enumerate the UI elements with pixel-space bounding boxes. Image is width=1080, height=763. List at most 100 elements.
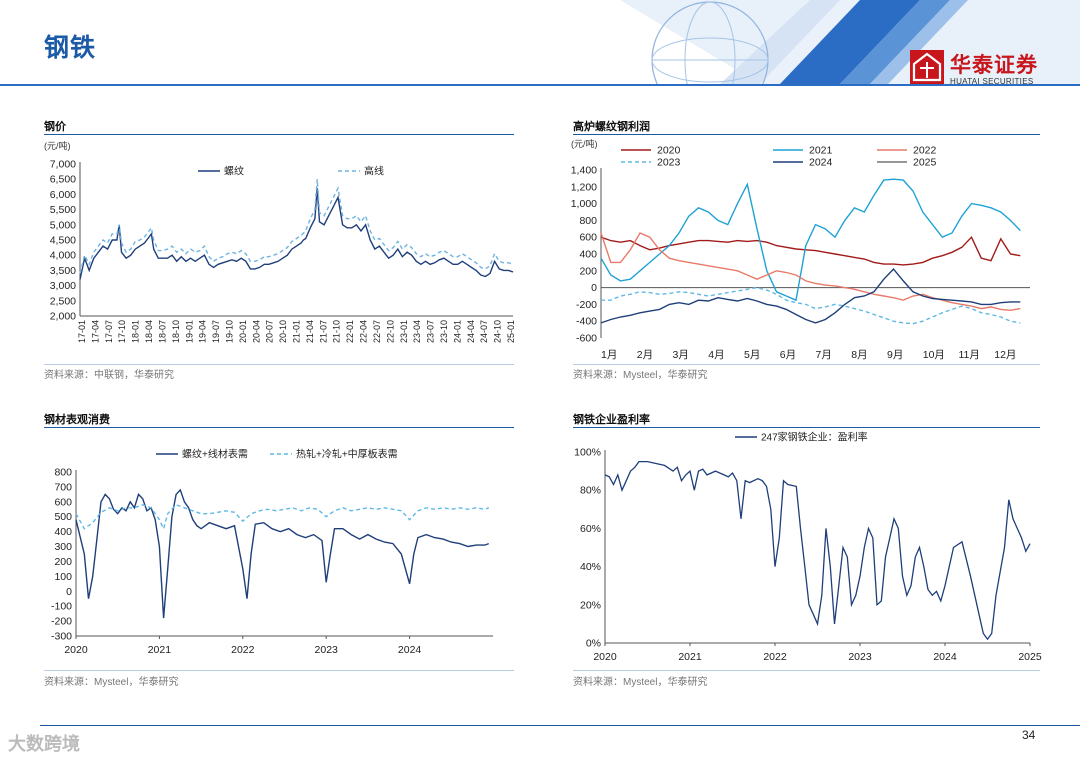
source-rule — [44, 670, 514, 671]
logo-subtext: HUATAI SECURITIES — [950, 77, 1034, 86]
x-tick-label: 9月 — [887, 349, 903, 361]
x-tick-label: 24-01 — [452, 320, 462, 343]
legend-label: 高线 — [364, 165, 384, 178]
y-tick-label: 4,000 — [50, 250, 76, 262]
x-tick-label: 3月 — [673, 349, 689, 361]
unit-label: (元/吨) — [571, 138, 598, 149]
x-tick-label: 23-10 — [439, 320, 449, 343]
x-tick-label: 17-01 — [77, 320, 87, 343]
footer-divider — [40, 725, 1080, 726]
x-tick-label: 19-04 — [198, 320, 208, 343]
x-tick-label: 17-07 — [104, 320, 114, 343]
x-tick-label: 22-07 — [372, 320, 382, 343]
series-line-0 — [79, 188, 514, 280]
x-tick-label: 2023 — [848, 651, 872, 663]
y-tick-label: 300 — [54, 541, 72, 553]
x-tick-label: 2021 — [678, 651, 702, 663]
y-tick-label: 100% — [574, 447, 601, 459]
legend-label: 热轧+冷轧+中厚板表需 — [296, 448, 398, 461]
panel-rule — [44, 134, 514, 135]
legend-label: 247家钢铁企业：盈利率 — [761, 431, 868, 444]
legend-label: 螺纹 — [224, 165, 244, 178]
y-tick-label: 40% — [580, 561, 601, 573]
series-line-0 — [75, 488, 490, 619]
panel-title-bf-rebar-profit: 高炉螺纹钢利润 — [573, 121, 650, 133]
y-tick-label: 80% — [580, 485, 601, 497]
legend-label: 2023 — [657, 157, 681, 169]
profitability-ratio-chart: 0% 20% 40% 60% 80% 100% 2020 2021 2022 2023 2024 20… — [574, 431, 1042, 664]
x-tick-label: 2022 — [231, 644, 255, 656]
page-title: 钢铁 — [44, 34, 97, 62]
x-tick-label: 23-04 — [412, 320, 422, 343]
y-tick-label: -400 — [576, 316, 597, 328]
y-tick-label: 60% — [580, 523, 601, 535]
x-tick-label: 18-01 — [131, 320, 141, 343]
y-tick-label: -600 — [576, 333, 597, 345]
x-tick-label: 20-04 — [251, 320, 261, 343]
y-tick-label: 2,500 — [50, 295, 76, 307]
y-tick-label: 7,000 — [50, 159, 76, 171]
x-tick-label: 25-01 — [506, 320, 516, 343]
source-note: 资料来源：中联钢，华泰研究 — [44, 370, 174, 381]
x-tick-label: 18-04 — [144, 320, 154, 343]
x-tick-label: 21-07 — [318, 320, 328, 343]
source-note: 资料来源：Mysteel，华泰研究 — [44, 677, 179, 688]
y-tick-label: 100 — [54, 571, 72, 583]
x-tick-label: 10月 — [923, 349, 945, 361]
y-tick-label: 600 — [54, 496, 72, 508]
y-tick-label: 2,000 — [50, 311, 76, 323]
x-tick-label: 2021 — [148, 644, 172, 656]
x-tick-label: 8月 — [851, 349, 867, 361]
y-tick-label: 500 — [54, 511, 72, 523]
x-tick-label: 24-07 — [479, 320, 489, 343]
panel-title-profitability-ratio: 钢铁企业盈利率 — [573, 414, 650, 426]
x-tick-label: 21-04 — [305, 320, 315, 343]
legend-label: 螺纹+线材表需 — [182, 448, 248, 461]
y-tick-label: 600 — [579, 232, 597, 244]
x-tick-label: 19-01 — [184, 320, 194, 343]
x-tick-label: 24-10 — [493, 320, 503, 343]
x-tick-label: 12月 — [994, 349, 1016, 361]
y-tick-label: 200 — [579, 265, 597, 277]
series-line-1 — [75, 503, 490, 531]
x-tick-label: 21-10 — [332, 320, 342, 343]
x-tick-label: 7月 — [816, 349, 832, 361]
y-tick-label: 800 — [579, 215, 597, 227]
y-tick-label: 0% — [586, 638, 601, 650]
y-tick-label: -300 — [51, 631, 72, 643]
y-tick-label: 5,500 — [50, 204, 76, 216]
globe-banner — [620, 0, 1080, 84]
source-note: 资料来源：Mysteel，华泰研究 — [573, 370, 708, 381]
y-tick-label: 400 — [54, 526, 72, 538]
legend-label: 2022 — [913, 145, 937, 157]
x-tick-label: 18-10 — [171, 320, 181, 343]
y-tick-label: 20% — [580, 599, 601, 611]
y-tick-label: 6,000 — [50, 189, 76, 201]
series-line-3 — [601, 286, 1021, 325]
x-tick-label: 21-01 — [292, 320, 302, 343]
y-tick-label: 0 — [591, 282, 597, 294]
steel-price-chart: (元/吨) 2,000 2,500 3,000 3,500 4,000 4,500 5,000… — [44, 140, 516, 343]
x-tick-label: 6月 — [780, 349, 796, 361]
x-tick-label: 18-07 — [157, 320, 167, 343]
series-line-0 — [604, 460, 1031, 641]
source-rule — [573, 364, 1040, 365]
panel-rule — [44, 427, 514, 428]
page-number: 34 — [1022, 728, 1036, 742]
y-tick-label: 3,500 — [50, 265, 76, 277]
x-tick-label: 20-10 — [278, 320, 288, 343]
x-tick-label: 4月 — [708, 349, 724, 361]
watermark: 大数跨境 — [8, 734, 80, 754]
series-line-2 — [600, 232, 1021, 312]
bf-rebar-profit-chart: (元/吨) -600 -400 -200 0 200 400 600 800 1,000 1,200… — [571, 138, 1030, 361]
x-tick-label: 2020 — [64, 644, 88, 656]
legend-label: 2020 — [657, 145, 681, 157]
series-line-0 — [600, 235, 1021, 266]
y-tick-label: 6,500 — [50, 174, 76, 186]
unit-label: (元/吨) — [44, 140, 71, 151]
series-line-1 — [600, 178, 1021, 302]
y-tick-label: 1,200 — [571, 181, 597, 193]
apparent-consumption-chart: -300 -200 -100 0 100 200 300 400 500 600 700 800 202… — [51, 448, 493, 656]
x-tick-label: 23-07 — [426, 320, 436, 343]
x-tick-label: 2020 — [593, 651, 617, 663]
